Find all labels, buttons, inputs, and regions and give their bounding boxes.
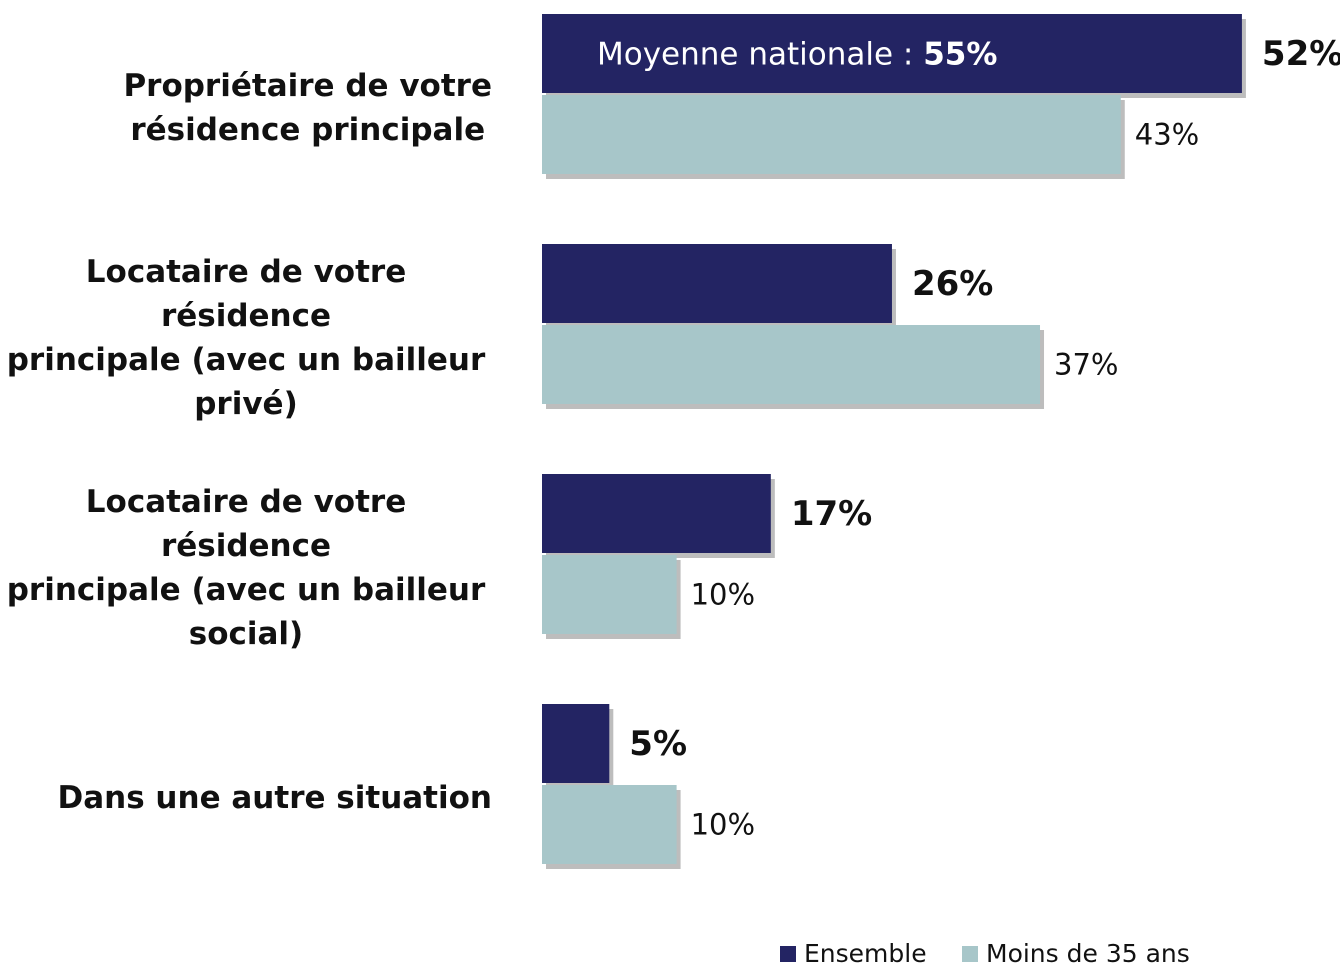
bar — [542, 95, 1121, 174]
value-label: 43% — [1135, 118, 1199, 152]
bar — [542, 785, 677, 864]
bar — [542, 325, 1041, 404]
category-label: Dans une autre situation — [57, 780, 492, 816]
category-label-box: Propriétaire de votre résidence principa… — [0, 28, 492, 188]
bar — [542, 244, 892, 323]
bar — [542, 14, 1242, 93]
value-label: 37% — [1054, 348, 1118, 382]
category-label: Locataire de votre résidence principale … — [6, 254, 486, 422]
legend-label: Ensemble — [804, 939, 927, 966]
category-label: Propriétaire de votre résidence principa… — [123, 68, 492, 148]
category-label-box: Locataire de votre résidence principale … — [0, 254, 492, 422]
legend-swatch — [962, 946, 978, 962]
category-label-box: Locataire de votre résidence principale … — [0, 484, 492, 652]
legend-label: Moins de 35 ans — [986, 939, 1190, 966]
bar — [542, 704, 610, 783]
annotation-text: Moyenne nationale : — [597, 36, 913, 72]
value-label: 52% — [1262, 34, 1340, 74]
bar — [542, 474, 771, 553]
value-label: 5% — [629, 724, 687, 764]
value-label: 26% — [912, 264, 993, 304]
category-label: Locataire de votre résidence principale … — [6, 484, 486, 652]
value-label: 17% — [791, 494, 872, 534]
annotation-emphasis: 55% — [923, 36, 997, 72]
bar — [542, 555, 677, 634]
category-label-box: Dans une autre situation — [0, 718, 492, 878]
value-label: 10% — [691, 578, 755, 612]
value-label: 10% — [691, 808, 755, 842]
legend-swatch — [780, 946, 796, 962]
annotation: Moyenne nationale : 55% — [597, 36, 997, 72]
